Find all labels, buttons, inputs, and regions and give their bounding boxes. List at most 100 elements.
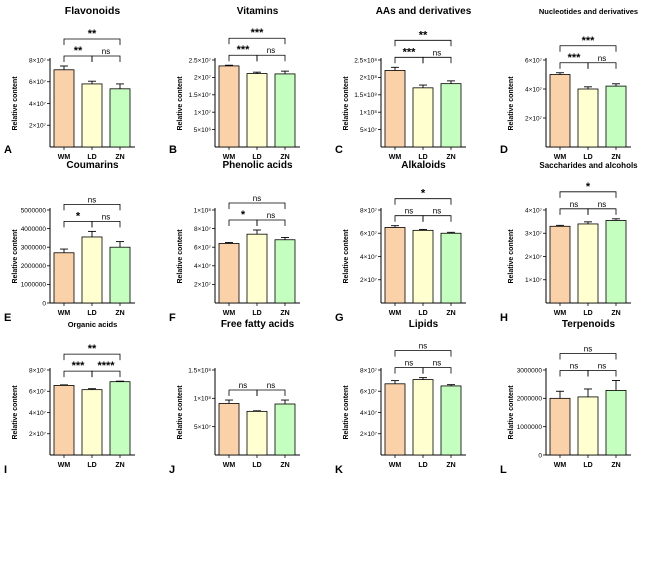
- panel-label: H: [500, 312, 508, 324]
- bar-ld: [412, 229, 434, 304]
- significance-bracket: [422, 215, 452, 222]
- x-tick-label: ZN: [446, 310, 455, 317]
- chart-title: Coumarins: [66, 160, 119, 171]
- y-tick-label: 8×10⁷: [29, 367, 47, 374]
- y-tick-label: 0: [538, 452, 542, 459]
- bar-zn: [109, 88, 131, 148]
- y-axis-label: Relative content: [12, 76, 19, 131]
- significance-label: ns: [102, 47, 110, 56]
- significance-label: **: [88, 28, 97, 40]
- y-tick-label: 4×10⁷: [29, 101, 47, 108]
- bar-ld: [412, 379, 434, 456]
- bar-ld: [577, 396, 599, 456]
- bar-wm: [384, 70, 406, 148]
- y-tick-label: 2×10⁷: [194, 282, 212, 289]
- bar-wm: [549, 74, 571, 148]
- y-axis-label: Relative content: [343, 229, 350, 284]
- significance-label: ns: [433, 207, 441, 216]
- significance-label: ***: [568, 52, 582, 64]
- significance-label: ***: [403, 46, 417, 58]
- y-tick-label: 1.5×10⁸: [188, 367, 211, 374]
- significance-label: ns: [267, 381, 275, 390]
- significance-bracket: [587, 370, 617, 377]
- bar-wm: [53, 252, 75, 304]
- significance-bracket: [256, 54, 286, 62]
- chart-title: Nucleotides and derivatives: [539, 7, 638, 16]
- bar-zn: [605, 220, 627, 304]
- chart-title: Free fatty acids: [221, 319, 295, 330]
- significance-label: ns: [102, 212, 110, 221]
- y-tick-label: 8×10⁷: [194, 226, 212, 233]
- significance-label: ns: [88, 195, 96, 204]
- bar-zn: [605, 389, 627, 456]
- y-tick-label: 1000000: [517, 424, 543, 431]
- x-tick-label: WM: [223, 310, 236, 317]
- panel-label: K: [335, 464, 343, 476]
- x-tick-label: WM: [554, 462, 567, 469]
- x-tick-label: LD: [87, 462, 96, 469]
- bar-ld: [81, 389, 103, 456]
- bar-zn: [440, 232, 462, 304]
- chart-title: Terpenoids: [562, 319, 616, 330]
- panel-label: G: [335, 312, 344, 324]
- x-tick-label: WM: [223, 462, 236, 469]
- significance-bracket: [63, 38, 121, 45]
- y-tick-label: 2000000: [517, 396, 543, 403]
- x-tick-label: ZN: [115, 310, 124, 317]
- x-tick-label: WM: [58, 154, 71, 161]
- y-tick-label: 3000000: [517, 367, 543, 374]
- bar-wm: [218, 403, 240, 456]
- x-tick-label: LD: [87, 310, 96, 317]
- panel-c: AAs and derivatives C Relative content 5×10…: [335, 6, 472, 161]
- panel-label: B: [169, 144, 177, 156]
- y-tick-label: 2×10⁷: [360, 431, 378, 438]
- significance-label: *: [76, 210, 81, 222]
- bar-wm: [218, 243, 240, 304]
- significance-label: ***: [582, 35, 596, 47]
- panel-a: Flavonoids A Relative content 2×10⁷ 4×10⁷ 6×1…: [4, 5, 135, 161]
- x-tick-label: WM: [58, 462, 71, 469]
- y-tick-label: 1×10⁸: [194, 396, 212, 403]
- y-axis-label: Relative content: [12, 385, 19, 440]
- significance-label: ns: [598, 200, 606, 209]
- x-tick-label: ZN: [611, 462, 620, 469]
- y-tick-label: 2×10⁷: [360, 277, 378, 284]
- x-tick-label: LD: [418, 310, 427, 317]
- significance-label: ns: [433, 359, 441, 368]
- bar-zn: [274, 403, 296, 456]
- panel-label: C: [335, 144, 343, 156]
- panel-label: A: [4, 144, 12, 156]
- significance-bracket: [91, 55, 121, 62]
- significance-bracket: [587, 208, 617, 215]
- x-tick-label: ZN: [280, 462, 289, 469]
- significance-label: ns: [267, 211, 275, 220]
- x-tick-label: WM: [389, 154, 402, 161]
- bar-ld: [81, 83, 103, 148]
- x-tick-label: LD: [252, 462, 261, 469]
- y-tick-label: 4×10⁷: [525, 207, 543, 214]
- y-tick-label: 4×10⁷: [29, 410, 47, 417]
- bar-ld: [246, 410, 268, 456]
- bar-zn: [274, 239, 296, 304]
- panel-l: Terpenoids L Relative content 0 1000000 20000…: [500, 319, 631, 476]
- y-tick-label: 2000000: [21, 263, 47, 270]
- x-tick-label: LD: [583, 462, 592, 469]
- significance-label: ns: [433, 48, 441, 57]
- significance-bracket: [422, 367, 452, 374]
- y-axis-label: Relative content: [508, 229, 515, 284]
- significance-label: *: [241, 209, 246, 221]
- y-tick-label: 2×10⁷: [29, 123, 47, 130]
- chart-title: Flavonoids: [65, 5, 121, 17]
- y-axis-label: Relative content: [343, 76, 350, 131]
- x-tick-label: LD: [583, 154, 592, 161]
- significance-label: ns: [598, 361, 606, 370]
- bar-wm: [384, 383, 406, 456]
- significance-bracket: [91, 370, 121, 378]
- bar-zn: [440, 83, 462, 148]
- x-tick-label: WM: [58, 310, 71, 317]
- y-axis-label: Relative content: [177, 385, 184, 440]
- significance-bracket: [394, 367, 424, 374]
- bar-zn: [109, 246, 131, 304]
- significance-bracket: [63, 203, 121, 211]
